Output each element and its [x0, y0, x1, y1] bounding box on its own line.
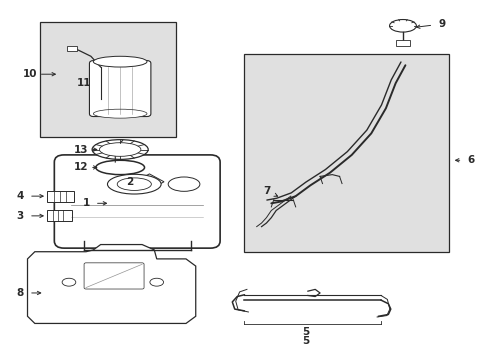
Text: 8: 8	[17, 288, 24, 298]
Ellipse shape	[389, 19, 415, 32]
Bar	[395, 40, 409, 45]
Text: 3: 3	[17, 211, 24, 221]
Text: 13: 13	[74, 144, 88, 154]
Text: 10: 10	[22, 69, 37, 79]
Ellipse shape	[92, 140, 148, 159]
Text: 5: 5	[301, 336, 308, 346]
Text: 5: 5	[301, 327, 308, 337]
Ellipse shape	[168, 177, 200, 191]
Ellipse shape	[117, 178, 151, 190]
Text: 2: 2	[126, 177, 133, 187]
Bar	[244, 54, 448, 252]
Bar	[66, 45, 77, 51]
Ellipse shape	[93, 56, 147, 67]
FancyBboxPatch shape	[89, 60, 151, 117]
Ellipse shape	[99, 143, 141, 156]
Ellipse shape	[62, 278, 76, 286]
FancyBboxPatch shape	[84, 263, 144, 289]
Bar	[47, 211, 72, 221]
Text: 11: 11	[76, 78, 91, 88]
Text: 7: 7	[262, 186, 269, 196]
Ellipse shape	[93, 109, 147, 118]
Text: 6: 6	[467, 155, 474, 165]
Ellipse shape	[107, 174, 161, 194]
Polygon shape	[135, 174, 163, 190]
Ellipse shape	[96, 160, 144, 175]
Text: 4: 4	[17, 191, 24, 201]
Text: 1: 1	[82, 198, 89, 208]
Polygon shape	[27, 244, 195, 323]
Text: 9: 9	[438, 19, 445, 29]
FancyBboxPatch shape	[54, 155, 220, 248]
Ellipse shape	[150, 278, 163, 286]
Bar	[47, 191, 74, 202]
Text: 12: 12	[74, 162, 88, 172]
Bar	[40, 22, 176, 137]
